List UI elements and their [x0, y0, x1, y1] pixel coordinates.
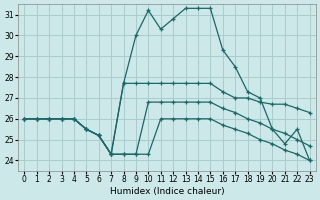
X-axis label: Humidex (Indice chaleur): Humidex (Indice chaleur) — [110, 187, 224, 196]
